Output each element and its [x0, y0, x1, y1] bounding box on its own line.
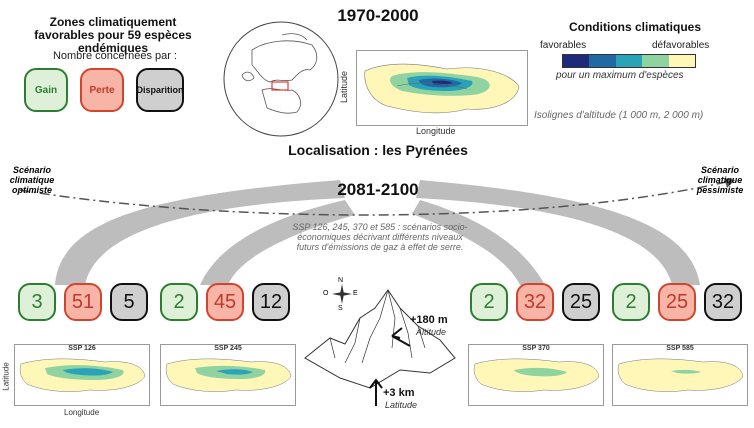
- right-title: Conditions climatiques: [568, 20, 701, 34]
- pyrenees-locator: [271, 81, 289, 91]
- scale-note: pour un maximum d'espèces: [556, 70, 684, 81]
- flow-arrow-ssp370: [412, 200, 545, 285]
- localisation-title: Localisation : les Pyrénées: [288, 142, 468, 158]
- center-title: 1970-2000: [337, 6, 419, 25]
- ssp126-gain: 3: [18, 283, 56, 321]
- future-period: 2081-2100: [337, 180, 419, 199]
- small-map-xlabel: Longitude: [64, 408, 100, 417]
- map-ssp126-title: SSP 126: [68, 345, 96, 352]
- ssp585-disparition: 32: [704, 283, 742, 321]
- isolines-note: Isolignes d'altitude (1 000 m, 2 000 m): [534, 110, 704, 121]
- legend-gain: Gain: [24, 68, 68, 112]
- ssp245-gain: 2: [160, 283, 198, 321]
- scenario-arc: [19, 179, 736, 216]
- scale-swatch-5: [668, 55, 696, 67]
- map-ssp126-plot: [19, 358, 146, 392]
- scenario-optimiste: Scénario climatique optimiste: [9, 165, 55, 195]
- color-scale: [562, 54, 696, 68]
- altitude-label: Altitude: [416, 327, 447, 337]
- scale-swatch-3: [615, 55, 643, 67]
- scale-swatch-1: [563, 55, 590, 67]
- scenario-pessimiste: Scénario climatique pessimiste: [696, 165, 744, 195]
- map-ssp370-plot: [473, 358, 600, 392]
- latitude-value: +3 km: [383, 387, 415, 399]
- ssp585-gain: 2: [612, 283, 650, 321]
- flow-arrow-ssp585: [416, 180, 700, 285]
- scale-swatch-4: [642, 55, 669, 67]
- scenario-arc-arrowhead: [724, 178, 735, 188]
- altitude-arrow: [391, 327, 411, 347]
- compass-e: E: [353, 290, 358, 297]
- ssp585-perte: 25: [658, 283, 696, 321]
- compass-n: N: [338, 277, 344, 284]
- scale-left-label: favorables: [540, 40, 587, 51]
- legend-subtitle: Nombre concernées par :: [52, 50, 178, 62]
- map-ssp585-plot: [617, 358, 744, 392]
- map-ssp245-plot: [165, 358, 292, 392]
- ssp126-disparition: 5: [110, 283, 148, 321]
- scale-right-label: défavorables: [652, 40, 710, 51]
- legend-disparition: Disparition: [136, 68, 184, 112]
- small-map-ylabel: Latitude: [1, 362, 11, 391]
- latitude-label: Latitude: [385, 400, 418, 410]
- ssp370-gain: 2: [470, 283, 508, 321]
- ssp245-perte: 45: [206, 283, 244, 321]
- ssp245-disparition: 12: [252, 283, 290, 321]
- map-ssp370-title: SSP 370: [522, 345, 550, 352]
- main-map-xlabel: Longitude: [416, 126, 456, 136]
- compass-icon: [332, 284, 352, 304]
- compass-o: O: [323, 290, 329, 297]
- altitude-value: +180 m: [410, 314, 448, 326]
- legend-perte: Perte: [80, 68, 124, 112]
- ssp126-perte: 51: [64, 283, 102, 321]
- map-ssp585-title: SSP 585: [666, 345, 694, 352]
- map-ssp585: SSP 585: [612, 344, 748, 406]
- flow-arrow-ssp126: [55, 180, 345, 285]
- map-ssp126: SSP 126: [14, 344, 150, 406]
- main-map-plot: [364, 63, 520, 114]
- mountain-sketch: [304, 284, 456, 406]
- flow-arrow-ssp245: [200, 200, 355, 285]
- compass-s: S: [338, 305, 343, 312]
- map-ssp370: SSP 370: [468, 344, 604, 406]
- main-map-ylabel: Latitude: [339, 70, 350, 104]
- ssp370-disparition: 25: [562, 283, 600, 321]
- map-ssp245: SSP 245: [160, 344, 296, 406]
- ssp370-perte: 32: [516, 283, 554, 321]
- scale-swatch-2: [589, 55, 616, 67]
- left-title: Zones climatiquement favorables pour 59 …: [34, 15, 192, 55]
- scenario-description: SSP 126, 245, 370 et 585 : scénarios soc…: [292, 222, 468, 252]
- map-ssp245-title: SSP 245: [214, 345, 242, 352]
- main-map: [356, 50, 528, 126]
- latitude-arrow: [369, 378, 383, 406]
- europe-globe: [223, 21, 339, 137]
